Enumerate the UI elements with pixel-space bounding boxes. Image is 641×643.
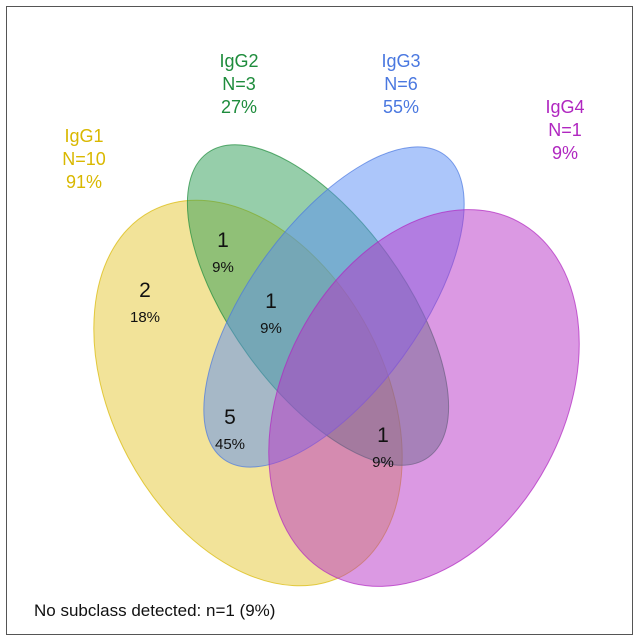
igg3-name: IgG3: [381, 51, 420, 71]
igg4-set-label: IgG4 N=1 9%: [545, 97, 584, 163]
region-count: 1: [265, 290, 277, 313]
igg4-name: IgG4: [545, 97, 584, 117]
region-count: 5: [224, 406, 236, 429]
region-percent: 18%: [130, 309, 160, 326]
region-igg1-igg3-igg4: 1 9%: [372, 424, 394, 471]
footnote: No subclass detected: n=1 (9%): [34, 601, 275, 620]
igg4-ellipse: [268, 209, 580, 587]
igg3-count: N=6: [384, 74, 418, 94]
igg4-percent: 9%: [552, 143, 578, 163]
igg2-count: N=3: [222, 74, 256, 94]
region-count: 2: [139, 279, 151, 302]
igg2-set-label: IgG2 N=3 27%: [219, 51, 258, 117]
region-igg1-igg2-igg3: 1 9%: [260, 290, 282, 337]
igg3-percent: 55%: [383, 97, 419, 117]
region-percent: 9%: [260, 320, 282, 337]
igg3-set-label: IgG3 N=6 55%: [381, 51, 420, 117]
region-percent: 9%: [372, 454, 394, 471]
igg1-name: IgG1: [64, 126, 103, 146]
region-igg1-igg3: 5 45%: [215, 406, 245, 453]
igg4-count: N=1: [548, 120, 582, 140]
region-percent: 9%: [212, 259, 234, 276]
region-count: 1: [217, 229, 229, 252]
region-igg1-igg2: 1 9%: [212, 229, 234, 276]
igg2-name: IgG2: [219, 51, 258, 71]
region-count: 1: [377, 424, 389, 447]
igg1-set-label: IgG1 N=10 91%: [62, 126, 106, 192]
region-igg1-only: 2 18%: [130, 279, 160, 326]
igg1-count: N=10: [62, 149, 106, 169]
igg1-percent: 91%: [66, 172, 102, 192]
region-percent: 45%: [215, 436, 245, 453]
igg2-percent: 27%: [221, 97, 257, 117]
